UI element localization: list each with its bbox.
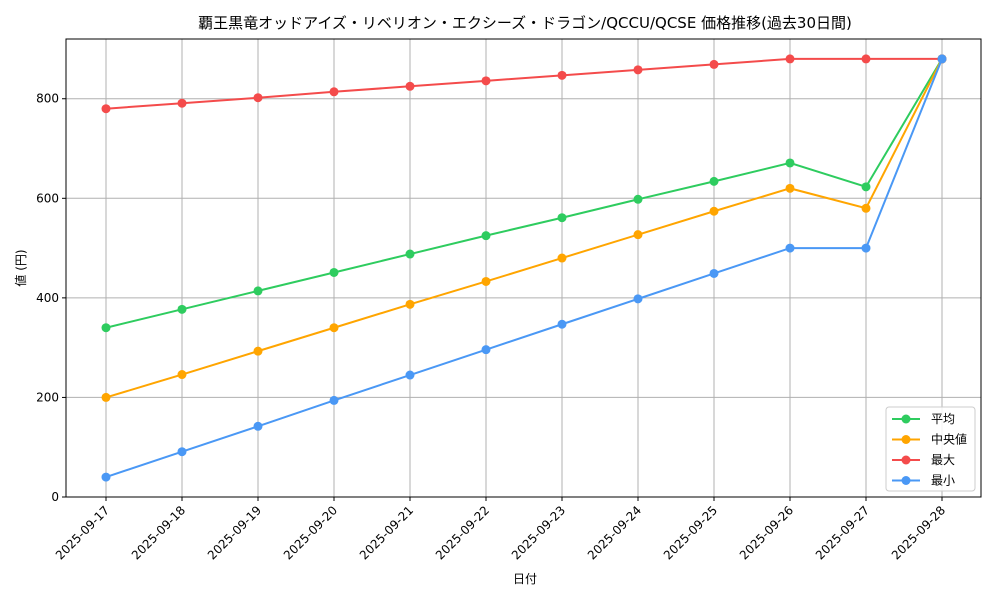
- series-line: [105, 58, 943, 329]
- data-point: [861, 243, 871, 253]
- series-2: [101, 54, 947, 114]
- y-axis-label: 値 (円): [13, 249, 28, 286]
- data-point: [785, 183, 795, 193]
- data-point: [633, 65, 643, 75]
- data-point: [709, 176, 719, 186]
- data-point: [101, 392, 111, 402]
- legend-label: 最小: [931, 474, 955, 488]
- y-tick-label: 0: [51, 490, 59, 504]
- y-axis: 0 200 400 600 800: [36, 92, 66, 504]
- data-point: [101, 472, 111, 482]
- data-point: [633, 194, 643, 204]
- y-tick-label: 600: [36, 191, 59, 205]
- legend-item: 最小: [892, 474, 955, 488]
- data-point: [405, 249, 415, 259]
- legend-item: 中央値: [892, 432, 967, 447]
- x-tick-label: 2025-09-27: [813, 503, 872, 562]
- x-axis-label: 日付: [513, 572, 537, 586]
- data-point: [861, 182, 871, 192]
- data-point: [405, 81, 415, 91]
- data-point: [177, 447, 187, 457]
- data-point: [481, 76, 491, 86]
- legend-label: 最大: [931, 453, 955, 467]
- data-point: [405, 370, 415, 380]
- series-line: [105, 58, 943, 399]
- series-0: [101, 54, 947, 333]
- data-point: [253, 421, 263, 431]
- x-axis: 2025-09-17 2025-09-18 2025-09-19 2025-09-20…: [53, 497, 948, 562]
- data-point: [329, 267, 339, 277]
- legend-label: 中央値: [931, 432, 967, 447]
- data-point: [557, 70, 567, 80]
- data-point: [709, 206, 719, 216]
- data-point: [481, 276, 491, 286]
- series-3: [101, 54, 947, 482]
- series-line: [105, 58, 943, 479]
- legend-swatch-marker: [901, 455, 911, 465]
- x-tick-label: 2025-09-23: [509, 503, 568, 562]
- data-point: [633, 294, 643, 304]
- legend-swatch-marker: [901, 435, 911, 444]
- data-point: [861, 203, 871, 213]
- x-tick-label: 2025-09-26: [737, 503, 796, 562]
- data-point: [329, 323, 339, 333]
- data-point: [633, 230, 643, 240]
- data-point: [937, 54, 947, 64]
- chart-title: 覇王黒竜オッドアイズ・リベリオン・エクシーズ・ドラゴン/QCCU/QCSE 価格…: [198, 14, 852, 32]
- x-tick-label: 2025-09-22: [433, 503, 492, 562]
- legend-swatch-marker: [901, 414, 911, 424]
- plot-frame: [65, 38, 982, 498]
- legend-label: 平均: [931, 412, 955, 426]
- legend-swatch-marker: [901, 476, 911, 485]
- series-line: [105, 57, 942, 110]
- data-point: [177, 370, 187, 380]
- y-tick-label: 400: [36, 291, 59, 305]
- data-point: [253, 286, 263, 296]
- data-point: [405, 299, 415, 309]
- x-tick-label: 2025-09-17: [53, 503, 112, 562]
- x-tick-label: 2025-09-20: [281, 503, 340, 562]
- data-point: [557, 213, 567, 223]
- data-point: [709, 268, 719, 278]
- y-tick-label: 200: [36, 390, 59, 404]
- data-point: [177, 304, 187, 314]
- data-point: [329, 395, 339, 405]
- grid: [66, 39, 981, 498]
- x-tick-label: 2025-09-28: [889, 503, 948, 562]
- x-tick-label: 2025-09-19: [205, 503, 264, 562]
- series-1: [101, 54, 947, 402]
- legend-item: 最大: [892, 453, 955, 467]
- data-point: [253, 346, 263, 356]
- legend-box: [885, 406, 976, 492]
- data-point: [481, 231, 491, 241]
- data-point: [785, 243, 795, 253]
- x-tick-label: 2025-09-18: [129, 503, 188, 562]
- data-point: [861, 54, 871, 64]
- x-tick-label: 2025-09-24: [585, 503, 644, 562]
- data-point: [785, 54, 795, 64]
- data-point: [329, 87, 339, 97]
- data-point: [101, 323, 111, 333]
- data-point: [481, 345, 491, 355]
- data-point: [709, 59, 719, 69]
- data-point: [253, 93, 263, 103]
- x-tick-label: 2025-09-25: [661, 503, 720, 562]
- x-tick-label: 2025-09-21: [357, 503, 416, 562]
- data-point: [785, 158, 795, 168]
- data-point: [557, 319, 567, 329]
- legend-item: 平均: [892, 412, 955, 426]
- data-point: [101, 104, 111, 114]
- series-layer: [101, 54, 947, 482]
- data-point: [557, 253, 567, 263]
- y-tick-label: 800: [36, 92, 59, 106]
- data-point: [177, 98, 187, 108]
